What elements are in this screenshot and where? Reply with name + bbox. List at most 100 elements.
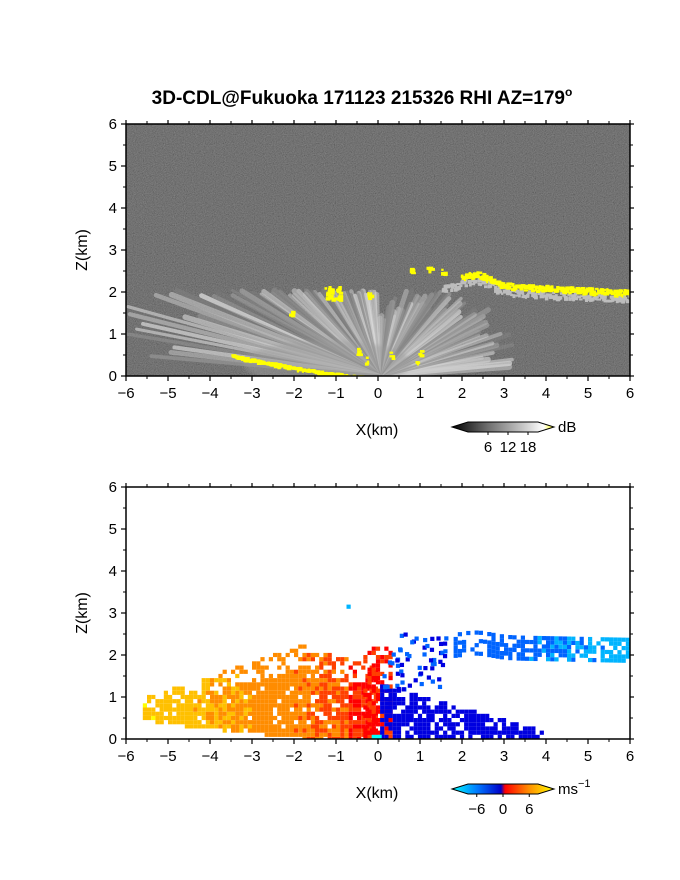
velocity-approaching-pixel [231,686,236,691]
velocity-near-column-pixel [371,688,376,693]
velocity-approaching-pixel [344,711,349,716]
velocity-approaching-pixel [273,715,278,721]
velocity-approaching-pixel [197,711,202,716]
velocity-approaching-pixel [268,724,273,729]
reflectivity-cloud-base [477,277,481,280]
velocity-receding-pixel [438,705,444,710]
velocity-near-column-pixel [371,646,376,651]
velocity-approaching-pixel [298,665,303,670]
reflectivity-streak [357,350,362,355]
reflectivity-cloud-base [585,298,589,303]
velocity-receding-pixel [485,713,490,718]
velocity-approaching-pixel [210,690,215,695]
velocity-approaching-pixel [361,665,366,670]
reflectivity-streak [415,361,420,364]
velocity-approaching-pixel [235,690,240,695]
reflectivity-ground-clutter [276,363,280,367]
velocity-approaching-pixel [331,686,336,691]
velocity-approaching-pixel [285,707,290,712]
velocity-cloud-pixel [453,649,458,654]
velocity-approaching-pixel [184,707,189,712]
velocity-approaching-pixel [340,732,345,737]
reflectivity-cloud-layer [471,276,475,281]
velocity-approaching-pixel [205,690,210,695]
velocity-cloud-pixel [504,647,509,652]
velocity-cloud-pixel [462,639,467,645]
velocity-receding-pixel [485,718,490,723]
reflectivity-isolated-echo [338,291,344,295]
velocity-approaching-pixel [151,711,156,716]
reflectivity-cloud-base [443,284,446,289]
velocity-approaching-pixel [268,720,273,725]
reflectivity-cloud-fragment [441,268,444,271]
reflectivity-cloud-base [593,296,599,299]
reflectivity-cloud-layer [607,289,613,292]
velocity-approaching-pixel [281,711,286,716]
reflectivity-cloud-base [506,290,511,295]
reflectivity-cloud-layer [481,275,486,279]
velocity-near-column-pixel [371,650,376,655]
velocity-approaching-pixel [344,724,349,729]
reflectivity-cloud-base [496,289,502,293]
velocity-cloud-pixel [625,637,630,642]
velocity-approaching-pixel [315,724,320,729]
velocity-receding-pixel [422,705,427,710]
velocity-approaching-pixel [226,694,231,700]
velocity-approaching-pixel [231,711,236,716]
reflectivity-cloud-base [605,299,611,303]
reflectivity-cloud-base [573,292,578,296]
velocity-colorbar-unit: ms−1 [558,778,591,798]
reflectivity-ground-clutter [256,361,262,366]
velocity-approaching-pixel [247,707,252,712]
velocity-approaching-pixel [214,678,219,683]
velocity-approaching-pixel [285,686,290,691]
velocity-scatter-pixel [395,683,400,688]
velocity-approaching-pixel [168,699,173,704]
velocity-approaching-pixel [180,707,185,712]
velocity-approaching-pixel [327,652,332,658]
velocity-receding-pixel [501,718,507,723]
velocity-approaching-pixel [281,673,286,679]
velocity-near-column-pixel [371,730,376,735]
velocity-cloud-pixel [558,653,563,658]
velocity-scatter-pixel [400,680,405,685]
velocity-approaching-pixel [273,732,278,737]
velocity-cloud-pixel [457,632,462,637]
velocity-near-column-pixel [367,709,372,714]
velocity-approaching-pixel [256,707,261,712]
velocity-receding-pixel [426,718,431,723]
velocity-approaching-pixel [310,652,315,658]
velocity-scatter-pixel [430,636,435,641]
velocity-cloud-pixel [583,653,588,658]
velocity-receding-pixel [472,726,477,731]
velocity-approaching-pixel [180,715,185,721]
velocity-approaching-pixel [340,728,345,733]
velocity-cloud-pixel [558,644,563,649]
velocity-approaching-pixel [348,720,353,725]
velocity-approaching-pixel [336,732,341,737]
velocity-approaching-pixel [277,682,282,687]
velocity-cloud-pixel [617,658,622,663]
reflectivity-streak [357,347,361,351]
velocity-approaching-pixel [340,711,345,716]
velocity-approaching-pixel [357,682,362,687]
reflectivity-cloud-base [478,282,482,286]
velocity-approaching-pixel [277,732,282,737]
velocity-approaching-pixel [281,661,286,666]
velocity-approaching-pixel [142,703,147,708]
velocity-cloud-pixel [487,644,492,649]
velocity-approaching-pixel [189,703,194,708]
velocity-approaching-pixel [348,699,353,704]
velocity-approaching-pixel [277,711,282,716]
velocity-receding-pixel [455,713,460,718]
velocity-approaching-pixel [352,728,357,733]
velocity-approaching-pixel [344,707,349,712]
velocity-receding-pixel [392,722,397,727]
velocity-near-column-pixel [388,730,393,735]
velocity-receding-pixel [430,709,435,714]
reflectivity-cloud-base [501,292,504,295]
velocity-approaching-pixel [214,720,219,725]
velocity-approaching-pixel [285,703,290,708]
velocity-approaching-pixel [285,652,290,658]
velocity-approaching-pixel [340,724,345,729]
